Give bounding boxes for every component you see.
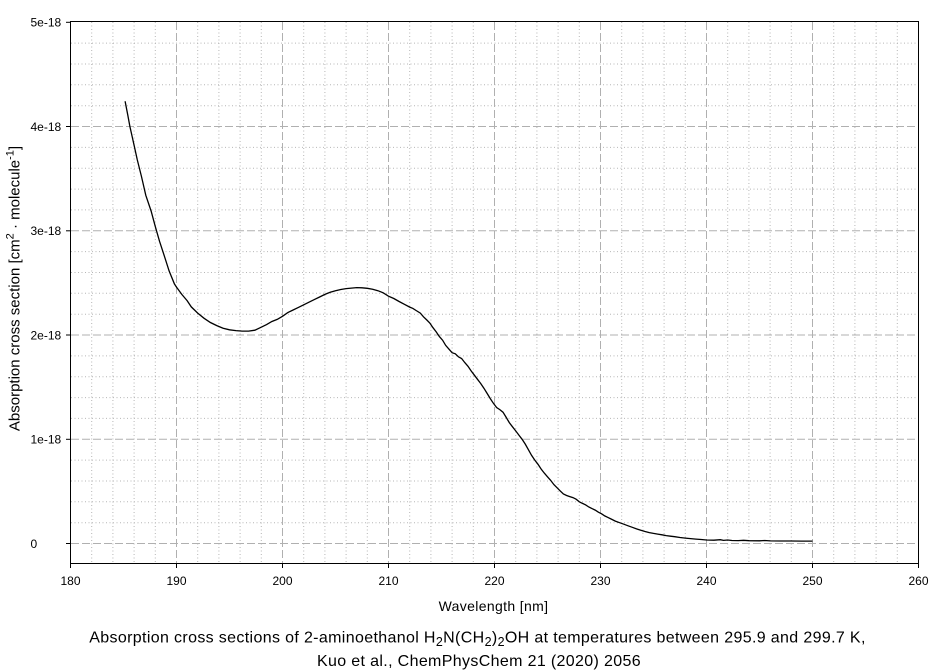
svg-text:240: 240 — [696, 574, 716, 588]
svg-text:1e-18: 1e-18 — [31, 433, 62, 447]
svg-text:Absorption cross sections of 2: Absorption cross sections of 2-aminoetha… — [89, 630, 865, 650]
svg-text:Absorption cross section [cm2: Absorption cross section [cm2 · molecule… — [5, 146, 24, 431]
svg-text:0: 0 — [31, 537, 38, 551]
svg-text:200: 200 — [272, 574, 292, 588]
svg-text:Wavelength [nm]: Wavelength [nm] — [439, 598, 549, 614]
svg-text:180: 180 — [60, 574, 80, 588]
svg-text:3e-18: 3e-18 — [31, 224, 62, 238]
svg-text:260: 260 — [908, 574, 928, 588]
svg-text:Kuo et al., ChemPhysChem 21 (2: Kuo et al., ChemPhysChem 21 (2020) 2056 — [317, 653, 641, 670]
svg-text:230: 230 — [590, 574, 610, 588]
svg-text:210: 210 — [378, 574, 398, 588]
svg-text:5e-18: 5e-18 — [31, 16, 62, 30]
svg-text:220: 220 — [484, 574, 504, 588]
svg-text:190: 190 — [166, 574, 186, 588]
svg-text:4e-18: 4e-18 — [31, 120, 62, 134]
svg-text:250: 250 — [802, 574, 822, 588]
svg-text:2e-18: 2e-18 — [31, 328, 62, 342]
